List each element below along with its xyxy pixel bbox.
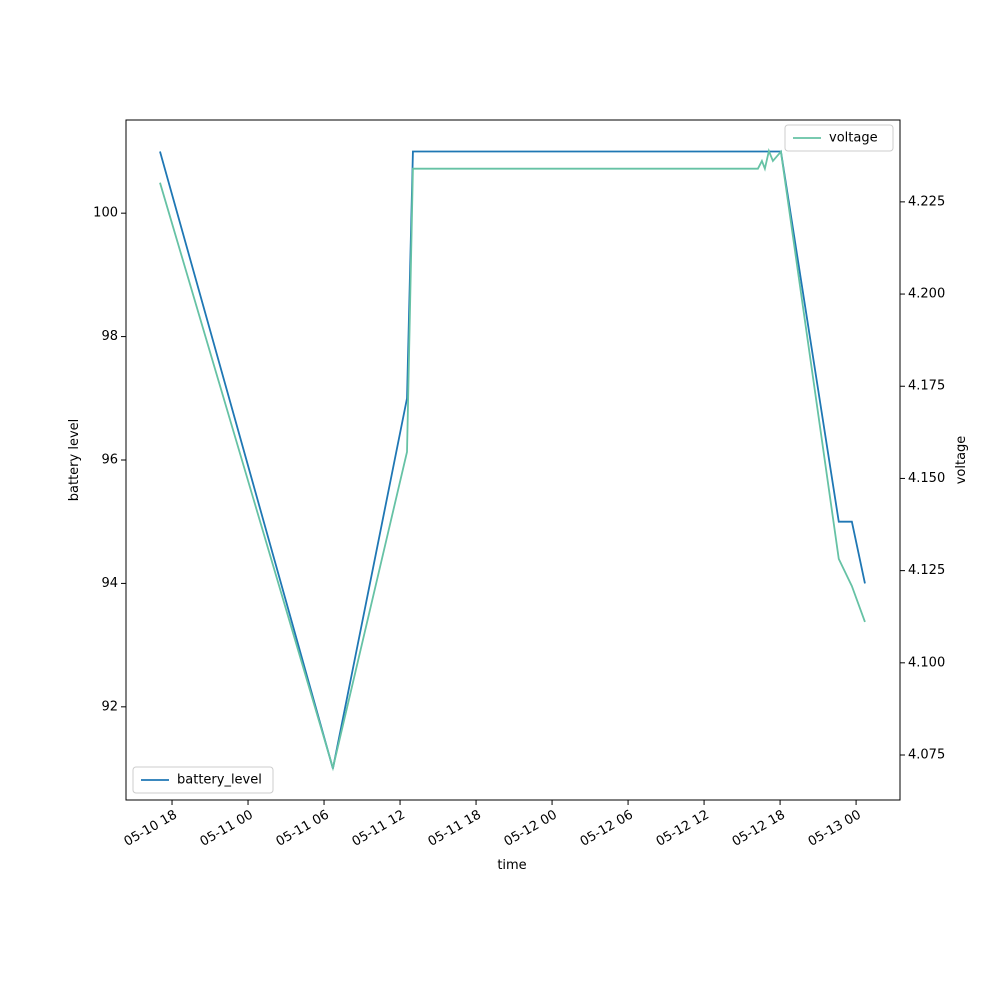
y2-axis-label: voltage	[954, 436, 969, 485]
x-tick-label: 05-11 18	[426, 808, 484, 850]
x-tick-label: 05-12 18	[730, 808, 788, 850]
x-tick-label: 05-11 00	[198, 808, 256, 850]
y2-tick-label: 4.175	[908, 379, 945, 394]
y-tick-label: 96	[101, 453, 118, 468]
x-tick-label: 05-12 12	[654, 808, 712, 850]
y2-tick-label: 4.225	[908, 194, 945, 209]
data-line	[159, 147, 866, 772]
plot-frame	[125, 119, 901, 801]
legend-box	[132, 766, 274, 794]
x-tick-label: 05-11 06	[274, 808, 332, 850]
y2-tick-label: 4.150	[908, 471, 945, 486]
y-tick-label: 100	[93, 206, 118, 221]
y-tick-label: 98	[101, 329, 118, 344]
y-tick-label: 94	[101, 576, 118, 591]
data-line	[159, 150, 866, 769]
legend-box	[784, 124, 894, 152]
x-axis-label: time	[497, 858, 526, 873]
x-tick-label: 05-11 12	[350, 808, 408, 850]
x-tick-label: 05-13 00	[806, 808, 864, 850]
y2-tick-label: 4.100	[908, 655, 945, 670]
legend: battery_level	[132, 766, 274, 794]
y2-tick-label: 4.200	[908, 287, 945, 302]
y-tick-label: 92	[101, 699, 118, 714]
x-tick-label: 05-12 06	[578, 808, 636, 850]
x-tick-label: 05-10 18	[122, 808, 180, 850]
x-tick-label: 05-12 00	[502, 808, 560, 850]
legend-label: voltage	[829, 131, 878, 146]
legend: voltage	[784, 124, 894, 152]
legend-label: battery_level	[177, 773, 262, 788]
y2-tick-label: 4.075	[908, 748, 945, 763]
y2-tick-label: 4.125	[908, 563, 945, 578]
y-axis-label: battery level	[67, 419, 82, 502]
